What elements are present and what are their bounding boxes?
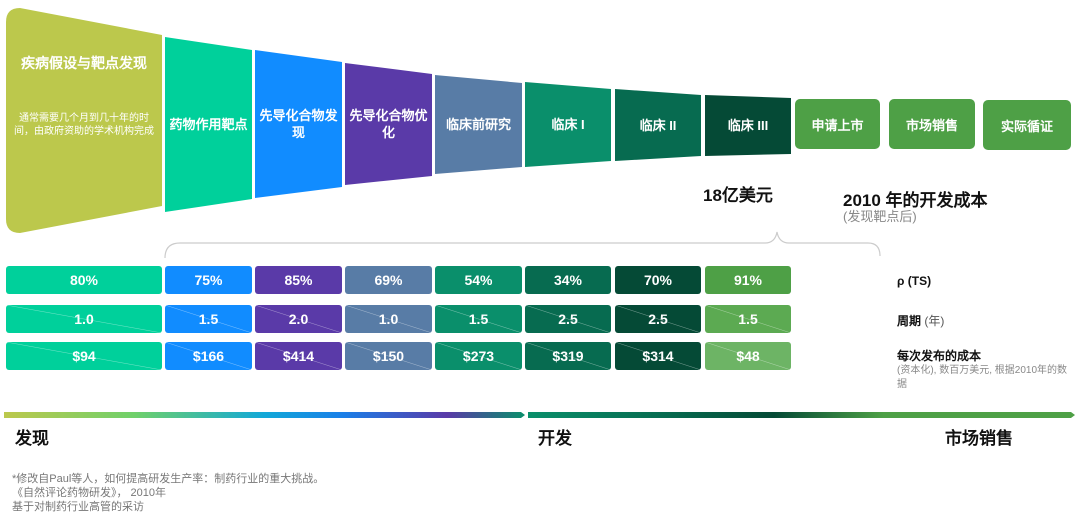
phase-discovery: 发现 [15, 429, 49, 448]
stage-target-discovery: 疾病假设与靶点发现通常需要几个月到几十年的时间，由政府资助的学术机构完成 [10, 55, 158, 138]
table-cell: $48 [705, 342, 791, 370]
stage-label: 先导化合物优化 [349, 108, 428, 140]
stage-label: 疾病假设与靶点发现 [21, 55, 147, 71]
table-cell: 1.0 [6, 305, 162, 333]
table-cell: 2.5 [525, 305, 611, 333]
table-cell: 70% [615, 266, 701, 294]
stage-label: 临床 III [727, 118, 769, 133]
stage-clinical-2: 临床 II [618, 89, 698, 161]
stage-lead-optimization-shape [345, 63, 432, 185]
table-cell: 1.5 [705, 305, 791, 333]
stage-label: 先导化合物发现 [259, 108, 338, 140]
row-label-cost: 每次发布的成本 [897, 349, 982, 363]
table-cell: 75% [165, 266, 252, 294]
table-cell: 1.5 [435, 305, 522, 333]
table-cell: 1.0 [345, 305, 432, 333]
discovery-development-bar [4, 412, 525, 418]
table-cell: 54% [435, 266, 522, 294]
phase-marketing: 市场销售 [945, 429, 1013, 448]
stage-real-world-evidence: 实际循证 [983, 100, 1071, 150]
cost-subtitle: (发现靶点后) [843, 209, 917, 224]
table-cell: $414 [255, 342, 342, 370]
row-label-duration: 周期 (年) [897, 314, 945, 328]
stage-target-discovery-shape [6, 8, 162, 233]
stage-label: 临床 I [551, 117, 585, 132]
table-cell: 2.0 [255, 305, 342, 333]
stage-drug-target: 药物作用靶点 [168, 37, 249, 212]
cost-brace [164, 231, 881, 259]
stage-label: 临床 II [639, 117, 677, 133]
footnote-line: *修改自Paul等人，如何提高研发生产率：制药行业的重大挑战。 [12, 473, 325, 485]
cost-note: (资本化), 数百万美元, 根据2010年的数据 [897, 365, 1068, 390]
stage-label: 临床前研究 [445, 117, 511, 132]
stage-description: 通常需要几个月到几十年的时间，由政府资助的学术机构完成 [14, 113, 154, 137]
table-cell: $314 [615, 342, 701, 370]
footnote-line: 基于对制药行业高管的采访 [12, 501, 144, 513]
footnote-line: 《自然评论药物研发》， 2010年 [12, 487, 167, 499]
row-label-probability: ρ (TS) [897, 274, 932, 288]
stage-label: 市场销售 [905, 117, 958, 133]
table-cell: $166 [165, 342, 252, 370]
phase-development: 开发 [538, 429, 572, 448]
table-cell: 91% [705, 266, 791, 294]
stage-clinical-3: 临床 III [708, 95, 788, 156]
stage-lead-discovery: 先导化合物发现 [258, 50, 339, 198]
table-cell: 2.5 [615, 305, 701, 333]
stage-marketing: 市场销售 [889, 99, 975, 149]
development-marketing-bar [528, 412, 1075, 418]
stage-clinical-3-shape [705, 95, 791, 156]
stage-clinical-1-shape [525, 82, 611, 167]
footnote: *修改自Paul等人，如何提高研发生产率：制药行业的重大挑战。 《自然评论药物研… [12, 472, 324, 514]
table-cell: $150 [345, 342, 432, 370]
table-cell: 1.5 [165, 305, 252, 333]
stage-label: 药物作用靶点 [169, 117, 248, 132]
table-cell: 85% [255, 266, 342, 294]
stage-lead-optimization: 先导化合物优化 [348, 63, 429, 185]
stage-preclinical: 临床前研究 [438, 75, 519, 174]
cost-amount: 18亿美元 [703, 186, 773, 205]
table-cell: 69% [345, 266, 432, 294]
stage-clinical-1: 临床 I [528, 82, 608, 167]
cost-title: 2010 年的开发成本 [843, 191, 988, 210]
stage-drug-target-shape [165, 37, 252, 212]
stage-label: 实际循证 [1000, 118, 1053, 134]
stage-preclinical-shape [435, 75, 522, 174]
stage-filing: 申请上市 [795, 99, 880, 149]
stage-lead-discovery-shape [255, 50, 342, 198]
stage-clinical-2-shape [615, 89, 701, 161]
table-cell: 80% [6, 266, 162, 294]
table-cell: $94 [6, 342, 162, 370]
table-cell: $273 [435, 342, 522, 370]
table-cell: $319 [525, 342, 611, 370]
table-cell: 34% [525, 266, 611, 294]
stage-label: 申请上市 [811, 117, 864, 133]
